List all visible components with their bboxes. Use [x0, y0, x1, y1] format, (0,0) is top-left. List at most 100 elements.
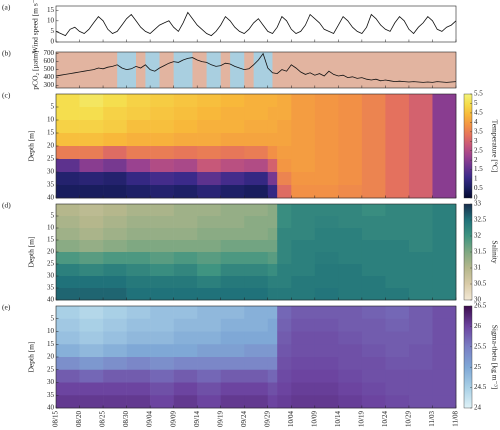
- heat-cell: [173, 146, 198, 160]
- y-tick-label: 35: [47, 284, 55, 292]
- heat-cell: [79, 306, 104, 320]
- heat-cell: [432, 216, 457, 229]
- colorbar-tick-label: 1: [474, 175, 478, 183]
- y-tick-label: 25: [47, 260, 55, 268]
- x-tick-label: 09/19: [216, 411, 224, 427]
- colorbar-tick-label: 26: [474, 322, 482, 330]
- heat-cell: [220, 120, 245, 134]
- heat-cell: [277, 382, 292, 396]
- heat-cell: [150, 306, 174, 320]
- heat-cell: [56, 94, 80, 108]
- colorbar-tick-label: 30.5: [474, 280, 487, 288]
- heat-cell: [126, 318, 151, 332]
- heat-cell: [385, 228, 410, 241]
- heat-cell: [361, 306, 386, 320]
- heat-cell: [385, 252, 410, 265]
- heat-cell: [267, 94, 278, 108]
- colorbar-label: Temperature [°C]: [490, 120, 499, 173]
- heat-cell: [197, 107, 222, 121]
- heat-cell: [291, 146, 316, 160]
- heat-cell: [267, 146, 278, 160]
- heat-cell: [56, 146, 80, 160]
- heat-cell: [150, 395, 174, 409]
- heat-cell: [173, 120, 198, 134]
- heat-cell: [385, 133, 410, 147]
- heat-cell: [79, 264, 104, 277]
- heat-cell: [408, 357, 433, 371]
- heat-cell: [220, 185, 245, 199]
- panel-label: (e): [2, 303, 11, 312]
- heat-cell: [432, 185, 457, 199]
- heat-cell: [103, 369, 127, 383]
- colorbar-label: Salinity: [490, 240, 499, 264]
- heat-cell: [79, 288, 104, 301]
- y-tick-label: 400: [44, 73, 55, 81]
- heat-cell: [277, 252, 292, 265]
- heat-cell: [103, 133, 127, 147]
- heat-cell: [220, 216, 245, 229]
- y-tick-label: 600: [44, 57, 55, 65]
- heat-cell: [126, 276, 151, 289]
- heat-cell: [338, 228, 363, 241]
- heat-cell: [267, 357, 278, 371]
- plot-frame: [55, 5, 457, 43]
- heat-cell: [277, 107, 292, 121]
- heat-cell: [385, 159, 410, 173]
- heat-cell: [432, 146, 457, 160]
- heat-cell: [103, 318, 127, 332]
- heat-cell: [126, 395, 151, 409]
- y-axis-label: Depth [m]: [27, 130, 36, 161]
- heat-cell: [291, 204, 316, 217]
- plot-frame: [55, 51, 457, 89]
- heat-cell: [432, 159, 457, 173]
- heat-cell: [361, 288, 386, 301]
- heat-cell: [173, 133, 198, 147]
- heat-cell: [173, 172, 198, 186]
- heat-cell: [291, 216, 316, 229]
- heat-cell: [291, 228, 316, 241]
- heat-cell: [291, 185, 316, 199]
- heat-cell: [277, 306, 292, 320]
- heat-cell: [197, 120, 222, 134]
- heat-cell: [197, 331, 222, 345]
- shaded-band: [253, 52, 273, 88]
- heat-cell: [291, 240, 316, 253]
- y-axis-label: Depth [m]: [27, 341, 36, 372]
- heat-cell: [56, 172, 80, 186]
- heat-cell: [291, 107, 316, 121]
- heat-cell: [432, 228, 457, 241]
- heat-cell: [150, 344, 174, 358]
- x-tick-label: 09/24: [240, 411, 248, 427]
- heat-cell: [79, 107, 104, 121]
- heat-cell: [385, 107, 410, 121]
- heat-cell: [103, 331, 127, 345]
- colorbar-tick-label: 0: [474, 194, 478, 202]
- heat-cell: [103, 159, 127, 173]
- y-tick-label: 5: [51, 27, 55, 35]
- heat-cell: [408, 240, 433, 253]
- data-line: [55, 11, 457, 37]
- heat-cell: [277, 369, 292, 383]
- heat-cell: [150, 204, 174, 217]
- y-axis-label: pCO₂ [µatm]: [31, 50, 40, 89]
- heat-cell: [79, 94, 104, 108]
- heat-cell: [408, 395, 433, 409]
- heat-cell: [408, 318, 433, 332]
- heat-cell: [408, 204, 433, 217]
- heat-cell: [220, 331, 245, 345]
- heat-cell: [267, 382, 278, 396]
- heat-cell: [220, 288, 245, 301]
- heat-cell: [150, 120, 174, 134]
- heat-cell: [408, 133, 433, 147]
- heat-cell: [197, 318, 222, 332]
- heat-cell: [220, 318, 245, 332]
- heat-cell: [291, 382, 316, 396]
- heat-cell: [338, 357, 363, 371]
- colorbar-tick-label: 26.5: [474, 302, 487, 310]
- heat-cell: [244, 331, 269, 345]
- y-tick-label: 10: [47, 16, 55, 24]
- heat-cell: [408, 288, 433, 301]
- heat-cell: [338, 133, 363, 147]
- heat-cell: [103, 344, 127, 358]
- heat-cell: [220, 94, 245, 108]
